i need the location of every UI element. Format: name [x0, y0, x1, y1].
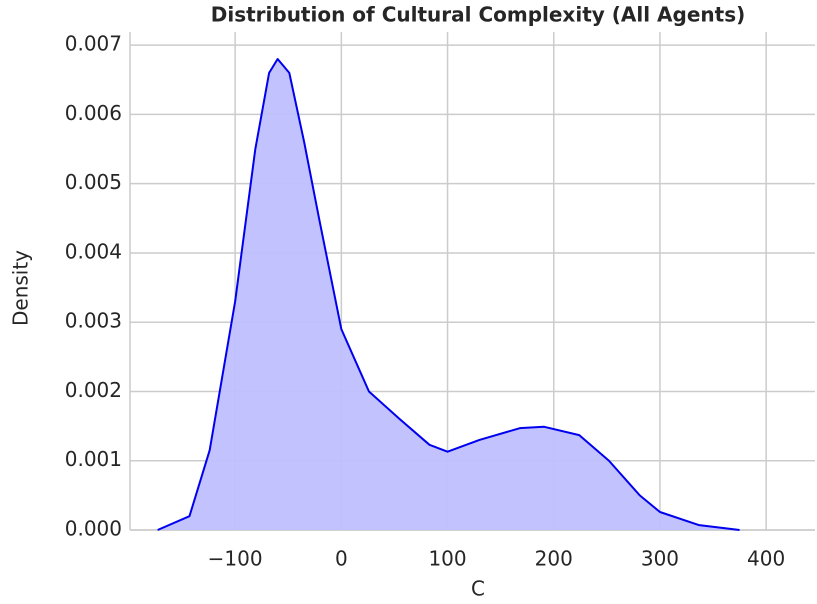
area-fill: [157, 59, 740, 531]
x-tick-label: 200: [535, 547, 573, 571]
y-tick-label: 0.007: [65, 32, 122, 56]
x-tick-label: 400: [747, 547, 785, 571]
y-axis-label: Density: [9, 250, 33, 326]
y-tick-label: 0.003: [65, 309, 122, 333]
y-tick-label: 0.006: [65, 101, 122, 125]
y-tick-label: 0.001: [65, 447, 122, 471]
x-tick-label: −100: [208, 547, 263, 571]
chart-title: Distribution of Cultural Complexity (All…: [211, 3, 746, 27]
x-tick-label: 100: [428, 547, 466, 571]
y-tick-label: 0.002: [65, 378, 122, 402]
y-tick-label: 0.000: [65, 517, 122, 541]
y-tick-label: 0.004: [65, 239, 122, 263]
x-axis-label: C: [471, 577, 485, 601]
y-tick-label: 0.005: [65, 170, 122, 194]
x-tick-label: 0: [335, 547, 348, 571]
density-line: [157, 58, 740, 531]
x-tick-label: 300: [641, 547, 679, 571]
